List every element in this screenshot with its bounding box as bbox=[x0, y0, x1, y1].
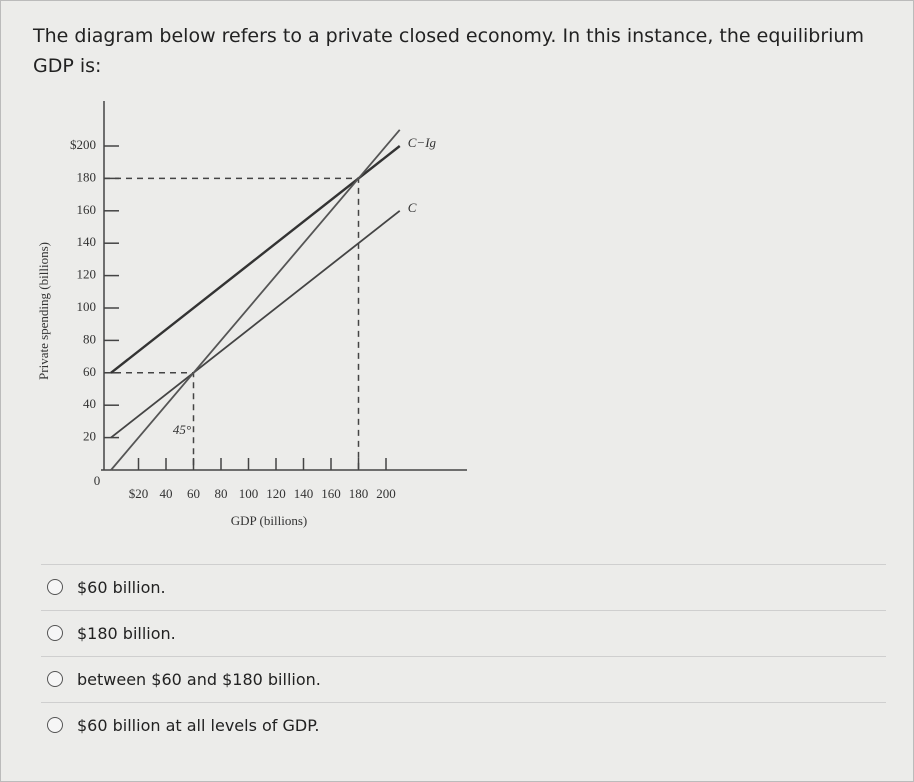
option-text: $60 billion. bbox=[77, 577, 166, 597]
y-tick-label: 180 bbox=[77, 169, 97, 184]
x-tick-label: 120 bbox=[266, 486, 286, 501]
y-tick-label: $200 bbox=[70, 137, 96, 152]
option[interactable]: $60 billion at all levels of GDP. bbox=[41, 702, 886, 747]
x-tick-label: $20 bbox=[129, 486, 149, 501]
y-tick-label: 100 bbox=[77, 299, 97, 314]
radio-button[interactable] bbox=[47, 579, 63, 595]
option-text: $180 billion. bbox=[77, 623, 176, 643]
x-tick-label: 80 bbox=[215, 486, 228, 501]
y-tick-label: 140 bbox=[77, 234, 97, 249]
chart: 20 40 60 80 100 120 140 160 180 $200 0 $20 40 60 80 100… bbox=[36, 101, 467, 528]
x-tick-label: 200 bbox=[376, 486, 396, 501]
radio-button[interactable] bbox=[47, 717, 63, 733]
series-line bbox=[110, 129, 401, 471]
option[interactable]: $180 billion. bbox=[41, 610, 886, 655]
series-label: 45° bbox=[173, 422, 191, 437]
x-tick-label: 160 bbox=[321, 486, 341, 501]
radio-button[interactable] bbox=[47, 625, 63, 641]
y-tick-label: 60 bbox=[83, 364, 96, 379]
y-tick-label: 160 bbox=[77, 202, 97, 217]
option[interactable]: between $60 and $180 billion. bbox=[41, 656, 886, 701]
x-tick-label: 100 bbox=[239, 486, 259, 501]
y-axis-label: Private spending (billions) bbox=[36, 242, 51, 380]
series-line bbox=[110, 145, 401, 374]
y-tick-label: 80 bbox=[83, 331, 96, 346]
question: The diagram below refers to a private cl… bbox=[33, 25, 864, 77]
x-tick-label: 140 bbox=[294, 486, 314, 501]
x-axis-label: GDP (billions) bbox=[231, 513, 307, 528]
option-text: $60 billion at all levels of GDP. bbox=[77, 715, 320, 735]
x-tick-label: 180 bbox=[349, 486, 369, 501]
x-tick-label: 40 bbox=[160, 486, 173, 501]
x-tick-label: 0 bbox=[94, 473, 101, 488]
y-tick-label: 40 bbox=[83, 396, 96, 411]
radio-button[interactable] bbox=[47, 671, 63, 687]
series-label: C bbox=[408, 200, 417, 215]
y-tick-label: 20 bbox=[83, 429, 96, 444]
series-label: C−Ig bbox=[408, 135, 437, 150]
x-tick-label: 60 bbox=[187, 486, 200, 501]
option-text: between $60 and $180 billion. bbox=[77, 669, 321, 689]
y-tick-label: 120 bbox=[77, 267, 97, 282]
series-line bbox=[110, 210, 401, 439]
option[interactable]: $60 billion. bbox=[41, 564, 886, 609]
